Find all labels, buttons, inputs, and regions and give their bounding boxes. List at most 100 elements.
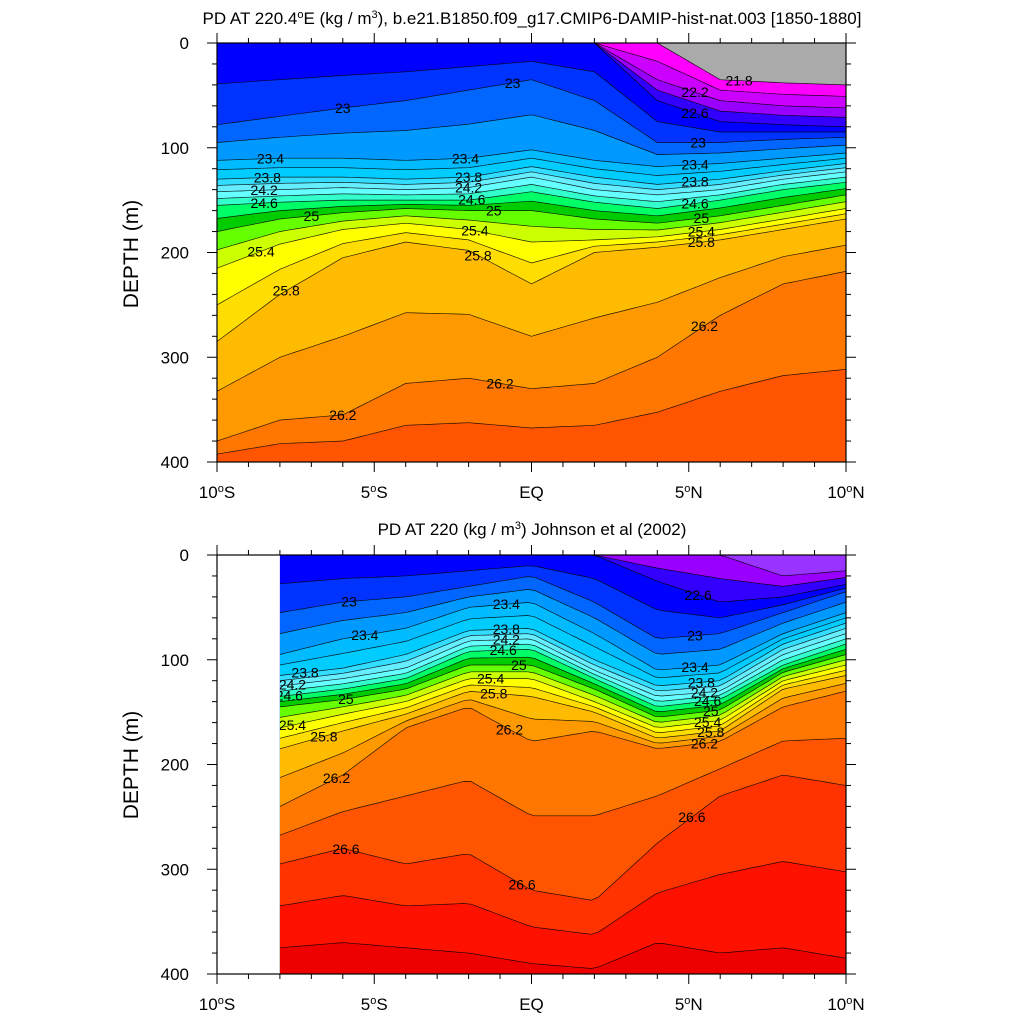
contour-label: 23.4 <box>681 157 708 173</box>
contour-label: 26.2 <box>323 770 350 786</box>
isopycnal-line <box>279 576 846 639</box>
isopycnal-line <box>217 194 846 232</box>
x-tick-label: EQ <box>519 995 544 1014</box>
contour-label: 25.8 <box>688 234 715 250</box>
contour-label: 25.4 <box>247 243 274 259</box>
isopycnal-line <box>217 60 846 133</box>
contour-label: 23.4 <box>493 596 520 612</box>
contour-label: 23.8 <box>455 169 482 185</box>
contour-label: 24.6 <box>276 687 303 703</box>
isopycnal-line <box>217 176 846 203</box>
isopycnal-line <box>279 555 846 577</box>
contour-label: 23 <box>687 628 703 644</box>
contour-label: 25.8 <box>464 247 491 263</box>
contour-label: 25 <box>338 691 354 707</box>
isopycnal-line <box>279 565 846 619</box>
contour-label: 24.6 <box>458 192 485 208</box>
isopycnal-line <box>217 167 846 190</box>
contour-label: 23.4 <box>257 151 284 167</box>
contour-label: 25.4 <box>688 224 715 240</box>
contour-label: 23.8 <box>254 169 281 185</box>
contour-label: 24.2 <box>251 182 278 198</box>
isopycnal-line <box>279 555 846 603</box>
isopycnal-line <box>279 664 846 729</box>
contour-label: 23.4 <box>452 150 479 166</box>
isopycnal-line <box>217 43 846 97</box>
contour-label: 25.4 <box>461 223 488 239</box>
x-tick-label: 10oN <box>827 995 864 1014</box>
isopycnal-line <box>217 213 846 306</box>
isopycnal-line <box>217 171 846 196</box>
isopycnal-line <box>279 669 846 739</box>
contour-label: 26.2 <box>691 318 718 334</box>
x-tick-label: 5oS <box>361 483 388 502</box>
density-band <box>279 861 846 974</box>
isopycnal-line <box>279 690 846 807</box>
panel-title-model: PD AT 220.4oE (kg / m3), b.e21.B1850.f09… <box>203 9 862 28</box>
isopycnal-line <box>279 942 846 969</box>
isopycnal-line <box>217 181 846 209</box>
isopycnal-line <box>279 589 846 655</box>
isopycnal-line <box>279 861 846 935</box>
contour-label: 25.4 <box>279 717 306 733</box>
x-tick-label: 10oS <box>199 483 235 502</box>
contour-label: 25 <box>703 703 719 719</box>
contour-label: 25.8 <box>697 724 724 740</box>
y-tick-label: 300 <box>161 860 189 879</box>
contour-label: 26.6 <box>678 809 705 825</box>
isopycnal-line <box>217 368 846 455</box>
contour-label: 24.2 <box>279 676 306 692</box>
contour-label: 25 <box>511 657 527 673</box>
isopycnal-line <box>217 218 846 342</box>
isopycnal-line <box>279 633 846 697</box>
isopycnal-line <box>217 244 846 392</box>
isopycnal-line <box>217 157 846 176</box>
isopycnal-line <box>279 774 846 901</box>
y-tick-label: 300 <box>161 348 189 367</box>
y-tick-label: 400 <box>161 965 189 984</box>
isopycnal-line <box>279 648 846 712</box>
isopycnal-line <box>279 654 846 718</box>
contour-label: 26.2 <box>496 721 523 737</box>
contour-label: 24.2 <box>455 180 482 196</box>
contour-label: 23.8 <box>493 621 520 637</box>
contour-label: 25.4 <box>694 714 721 730</box>
y-tick-label: 100 <box>161 651 189 670</box>
contour-label: 25.8 <box>310 728 337 744</box>
contour-label: 23.4 <box>681 659 708 675</box>
contour-label: 23.8 <box>291 665 318 681</box>
isopycnal-line <box>217 149 846 167</box>
contour-label: 23 <box>335 100 351 116</box>
isopycnal-line <box>279 675 846 750</box>
isopycnal-line <box>217 43 846 128</box>
isopycnal-line <box>217 43 846 118</box>
panel-title-observations: PD AT 220 (kg / m3) Johnson et al (2002) <box>378 520 687 539</box>
contour-label: 22.6 <box>685 587 712 603</box>
isopycnal-line <box>217 114 846 155</box>
isopycnal-line <box>279 643 846 707</box>
contour-label: 25 <box>304 208 320 224</box>
isopycnal-line <box>279 555 846 587</box>
contour-label: 24.2 <box>691 684 718 700</box>
x-tick-label: 10oS <box>199 995 235 1014</box>
contour-label: 23 <box>690 135 706 151</box>
contour-label: 23 <box>505 75 521 91</box>
contour-label: 25.8 <box>273 283 300 299</box>
contour-label: 26.6 <box>332 841 359 857</box>
contour-label: 26.2 <box>691 735 718 751</box>
isopycnal-line <box>279 638 846 702</box>
y-axis-label: DEPTH (m) <box>120 200 143 309</box>
isopycnal-line <box>279 682 846 778</box>
isopycnal-line <box>279 622 846 686</box>
isopycnal-line <box>279 615 846 679</box>
contour-label: 22.6 <box>681 105 708 121</box>
contour-label: 22.2 <box>681 84 708 100</box>
isopycnal-line <box>279 659 846 723</box>
contour-label: 25 <box>694 210 710 226</box>
contour-label: 26.2 <box>486 375 513 391</box>
isopycnal-line <box>217 271 846 442</box>
contour-label: 21.8 <box>725 73 752 89</box>
contour-label: 24.2 <box>493 632 520 648</box>
